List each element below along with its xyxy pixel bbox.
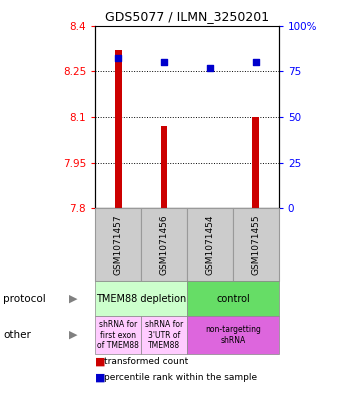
Point <box>162 59 167 65</box>
Text: shRNA for
first exon
of TMEM88: shRNA for first exon of TMEM88 <box>97 320 139 350</box>
Text: GSM1071457: GSM1071457 <box>114 214 123 275</box>
Bar <box>187 316 279 354</box>
Bar <box>187 281 279 316</box>
Bar <box>115 50 122 208</box>
Bar <box>95 208 141 281</box>
Text: GDS5077 / ILMN_3250201: GDS5077 / ILMN_3250201 <box>105 10 269 23</box>
Text: ▶: ▶ <box>69 330 77 340</box>
Point <box>116 55 121 62</box>
Text: transformed count: transformed count <box>104 357 188 366</box>
Text: percentile rank within the sample: percentile rank within the sample <box>104 373 257 382</box>
Text: TMEM88 depletion: TMEM88 depletion <box>96 294 186 304</box>
Bar <box>252 117 259 208</box>
Bar <box>141 316 187 354</box>
Bar <box>233 208 279 281</box>
Text: GSM1071454: GSM1071454 <box>205 215 215 275</box>
Bar <box>141 208 187 281</box>
Bar <box>95 316 141 354</box>
Text: ■: ■ <box>95 356 106 367</box>
Text: shRNA for
3'UTR of
TMEM88: shRNA for 3'UTR of TMEM88 <box>145 320 183 350</box>
Point <box>207 64 213 71</box>
Bar <box>187 208 233 281</box>
Text: ▶: ▶ <box>69 294 77 304</box>
Bar <box>95 281 187 316</box>
Text: GSM1071456: GSM1071456 <box>159 214 169 275</box>
Text: protocol: protocol <box>3 294 46 304</box>
Text: control: control <box>216 294 250 304</box>
Text: other: other <box>3 330 31 340</box>
Text: GSM1071455: GSM1071455 <box>251 214 260 275</box>
Point <box>253 59 259 65</box>
Text: ■: ■ <box>95 372 106 382</box>
Bar <box>160 126 168 208</box>
Text: non-targetting
shRNA: non-targetting shRNA <box>205 325 261 345</box>
